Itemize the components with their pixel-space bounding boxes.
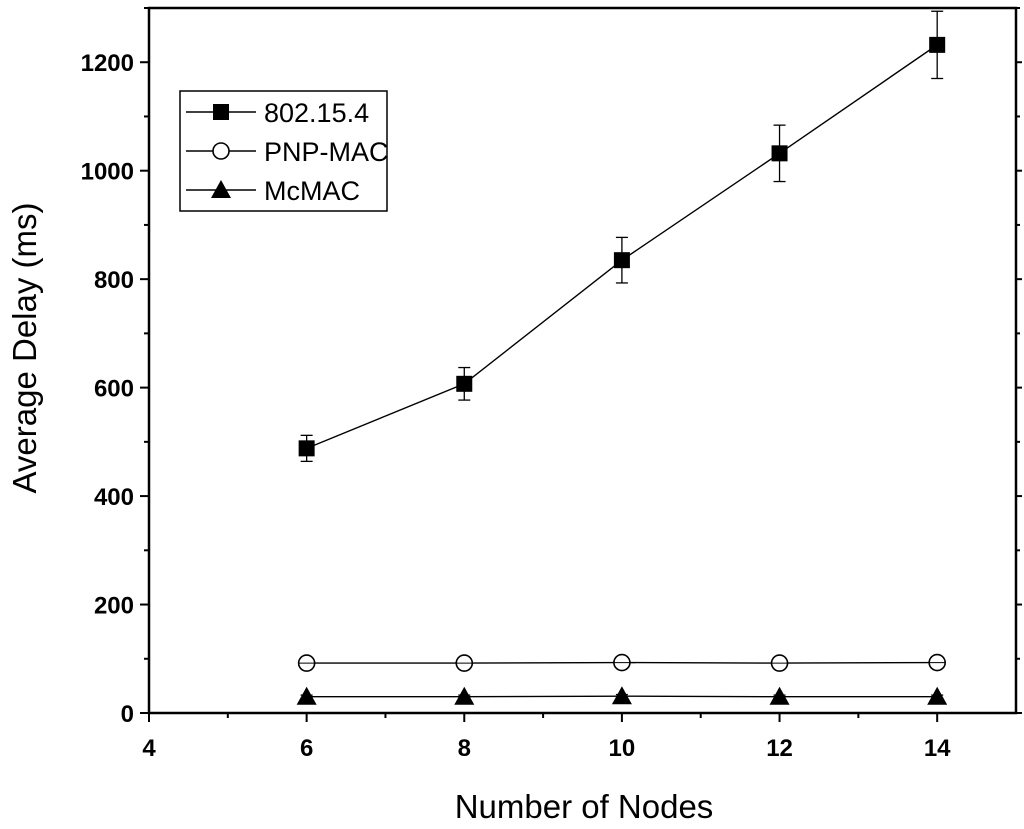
x-tick-label: 14 xyxy=(924,735,951,762)
y-axis-title: Average Delay (ms) xyxy=(6,203,43,494)
y-tick-label: 1000 xyxy=(81,159,134,186)
legend: 802.15.4 PNP-MAC McMAC xyxy=(179,90,389,212)
legend-marker-0 xyxy=(213,104,229,120)
x-tick-label: 6 xyxy=(300,735,313,762)
x-tick-label: 4 xyxy=(142,735,156,762)
data-point xyxy=(613,252,630,269)
data-point xyxy=(769,686,790,705)
data-point xyxy=(929,36,946,53)
data-point xyxy=(927,686,948,705)
y-tick-label: 0 xyxy=(121,701,134,728)
legend-marker-2 xyxy=(211,180,231,198)
y-tick-label: 1200 xyxy=(81,50,134,77)
y-tick-label: 600 xyxy=(94,376,134,403)
plot-layer: 4 6 8 10 12 14 0 200 400 600 800 1000 1200 xyxy=(81,6,1022,762)
y-tick-label: 200 xyxy=(94,593,134,620)
y-tick-label: 400 xyxy=(94,484,134,511)
legend-marker-1 xyxy=(212,142,230,160)
data-point xyxy=(454,686,475,705)
data-point xyxy=(298,440,315,457)
data-point xyxy=(611,686,632,705)
legend-label-1: PNP-MAC xyxy=(264,137,389,167)
data-point xyxy=(296,686,317,705)
x-tick-label: 8 xyxy=(458,735,471,762)
legend-label-0: 802.15.4 xyxy=(264,98,369,128)
legend-label-2: McMAC xyxy=(264,176,360,206)
data-point xyxy=(456,375,473,392)
y-tick-label: 800 xyxy=(94,267,134,294)
x-tick-label: 12 xyxy=(766,735,793,762)
data-point xyxy=(771,145,788,162)
plot-frame xyxy=(147,6,1018,715)
x-axis-title: Number of Nodes xyxy=(455,788,714,825)
x-tick-label: 10 xyxy=(609,735,636,762)
